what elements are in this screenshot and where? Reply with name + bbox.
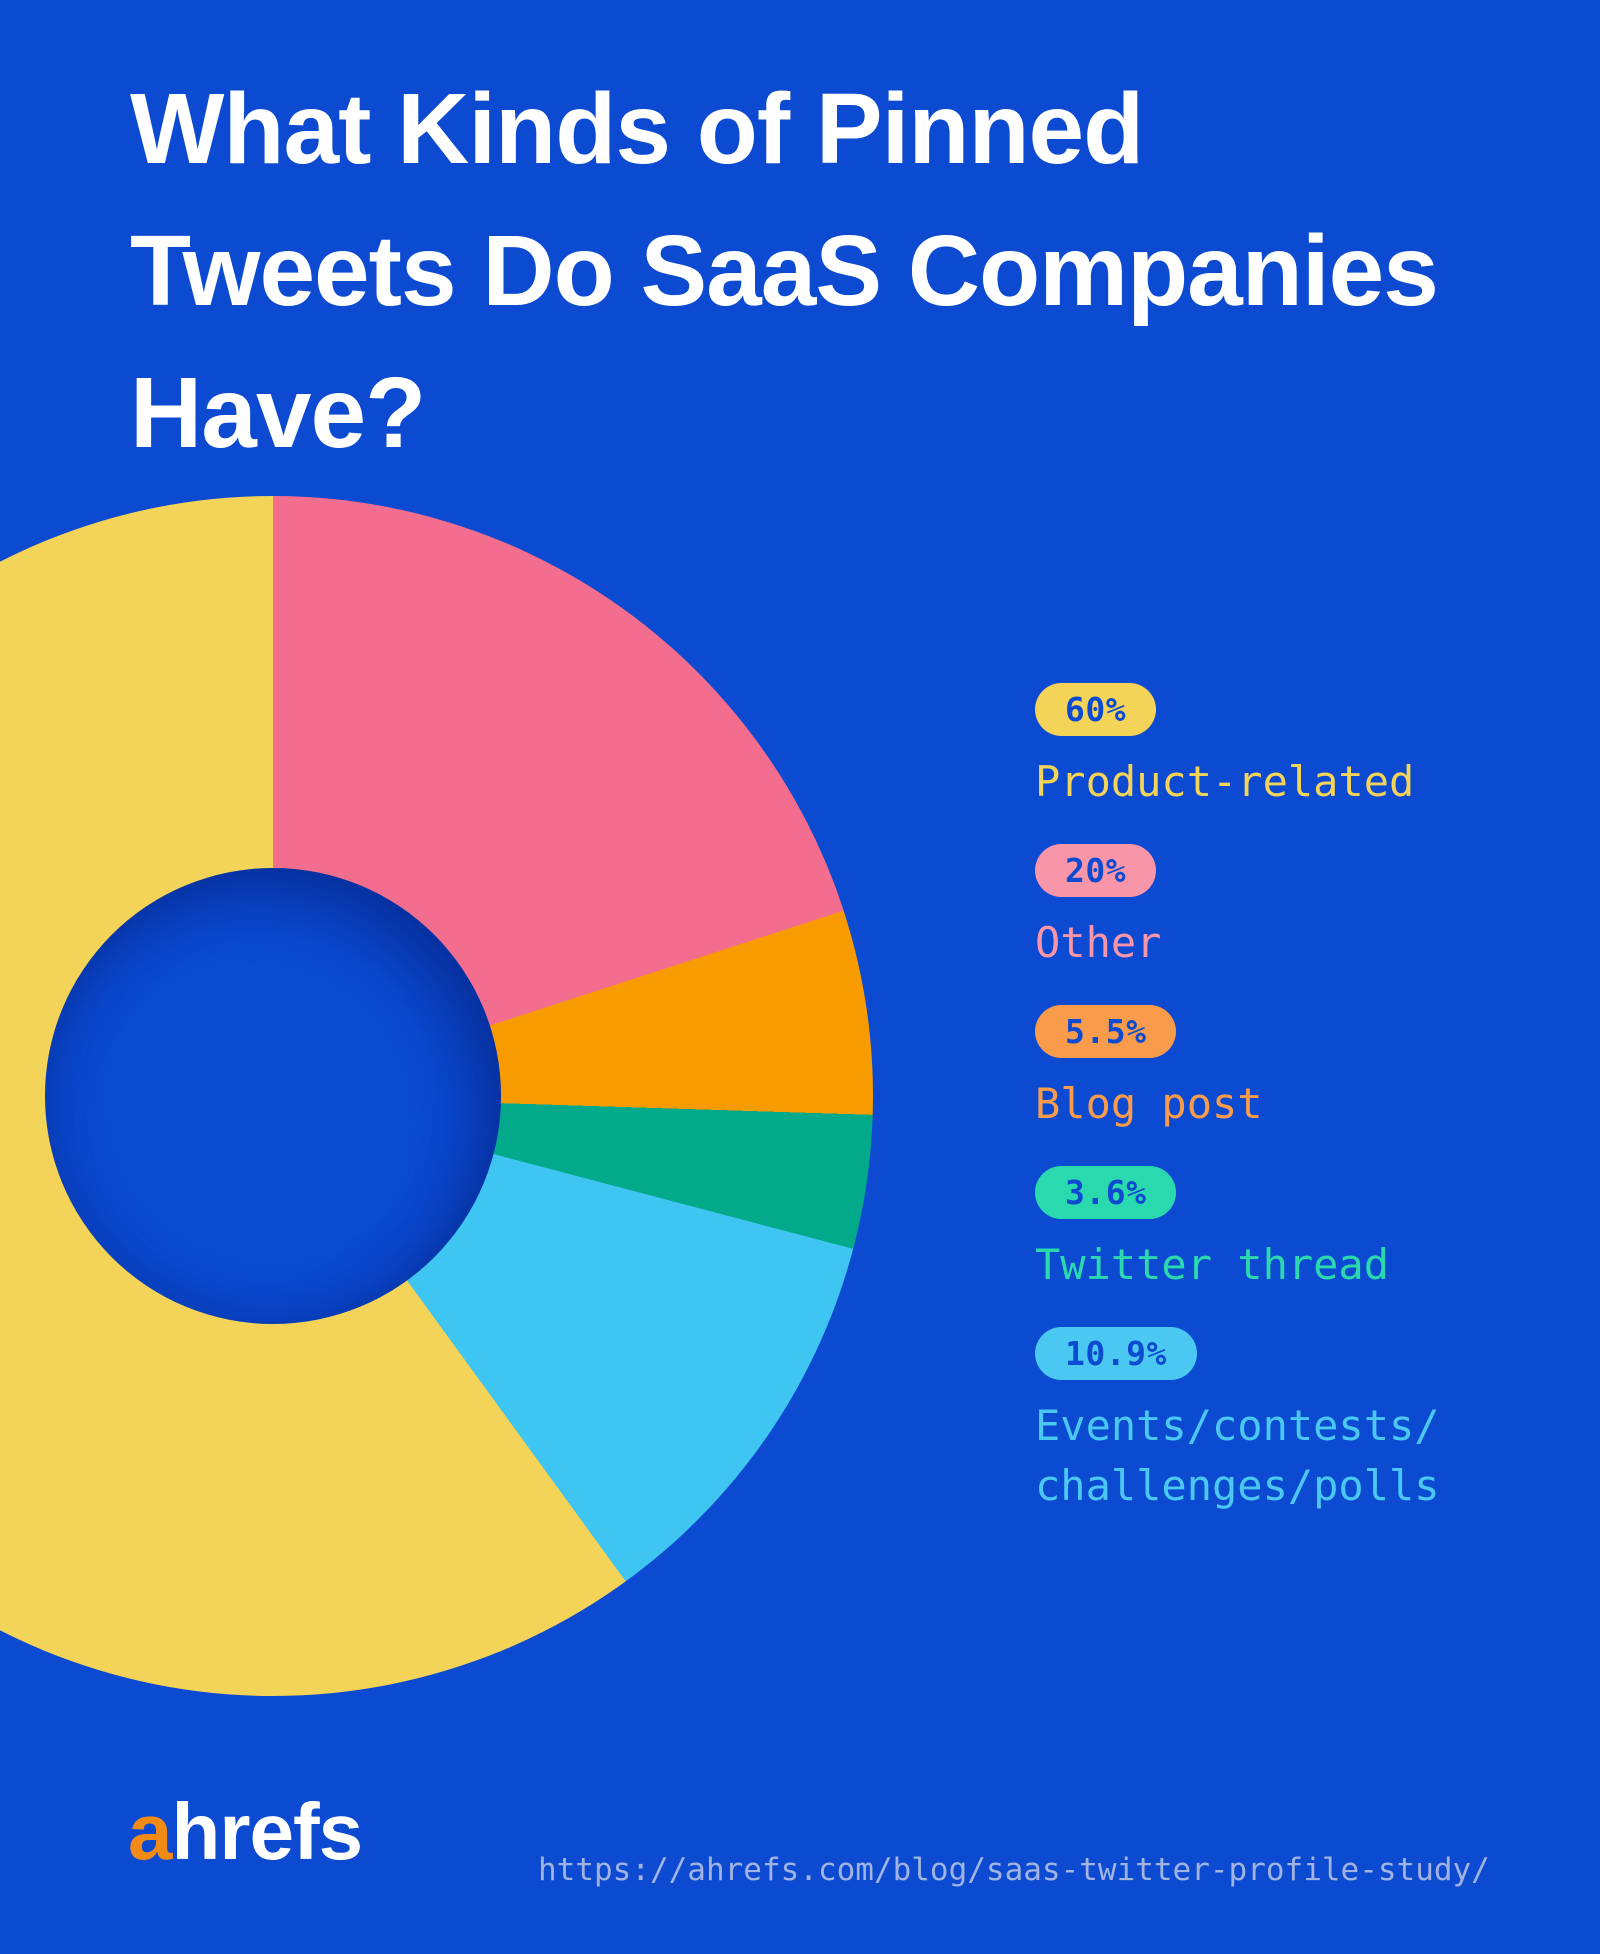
percent-pill: 3.6% (1035, 1166, 1177, 1219)
percent-pill: 10.9% (1035, 1327, 1197, 1380)
legend-label-line: Product-related (1035, 757, 1415, 806)
legend-label: Events/contests/ challenges/polls (1035, 1396, 1575, 1516)
source-url[interactable]: https://ahrefs.com/blog/saas-twitter-pro… (538, 1852, 1490, 1888)
percent-pill: 60% (1035, 683, 1157, 736)
logo-rest: hrefs (171, 1787, 364, 1876)
legend-label-line: challenges/polls (1035, 1461, 1440, 1510)
percent-pill: 5.5% (1035, 1005, 1177, 1058)
page-title: What Kinds of Pinned Tweets Do SaaS Comp… (130, 58, 1439, 484)
legend-label: Other (1035, 913, 1575, 973)
legend-item: 60% Product-related (1035, 683, 1575, 812)
legend-label-line: Events/contests/ (1035, 1401, 1440, 1450)
legend-label: Product-related (1035, 752, 1575, 812)
legend-label: Twitter thread (1035, 1235, 1575, 1295)
legend-label: Blog post (1035, 1074, 1575, 1134)
pie-hole (45, 868, 501, 1324)
legend-label-line: Other (1035, 918, 1162, 967)
legend-label-line: Blog post (1035, 1079, 1263, 1128)
page-title-line: Tweets Do SaaS Companies (130, 215, 1439, 327)
logo-letter-a: a (128, 1787, 172, 1876)
legend-item: 20% Other (1035, 844, 1575, 973)
percent-pill: 20% (1035, 844, 1157, 897)
legend-item: 5.5% Blog post (1035, 1005, 1575, 1134)
pie-chart (0, 496, 873, 1696)
legend: 60% Product-related 20% Other 5.5% Blog … (1035, 683, 1575, 1548)
legend-label-line: Twitter thread (1035, 1240, 1390, 1289)
ahrefs-logo: ahrefs (128, 1787, 364, 1876)
page-title-line: What Kinds of Pinned (130, 73, 1144, 185)
page-title-line: Have? (130, 357, 426, 469)
legend-item: 3.6% Twitter thread (1035, 1166, 1575, 1295)
legend-item: 10.9% Events/contests/ challenges/polls (1035, 1327, 1575, 1516)
